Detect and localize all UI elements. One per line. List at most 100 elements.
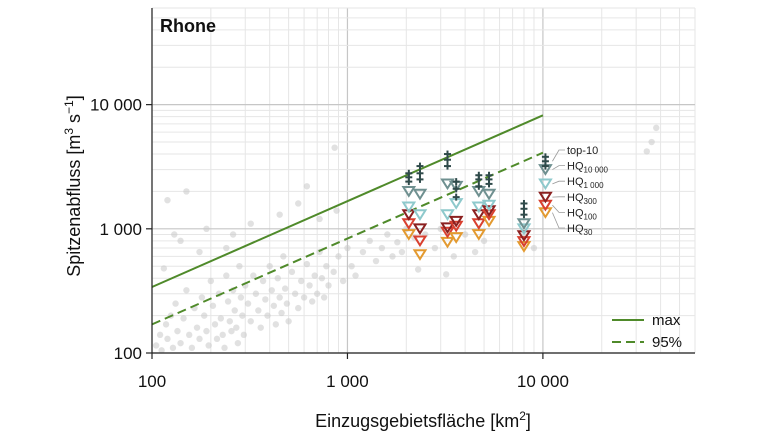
background-point <box>229 231 237 238</box>
annotation-leader <box>552 165 565 170</box>
background-point <box>233 324 240 331</box>
background-point <box>643 148 650 155</box>
background-point <box>255 307 262 314</box>
hq10000-marker <box>481 188 497 201</box>
background-point <box>480 237 488 245</box>
background-point <box>295 200 302 207</box>
top10-marker <box>520 199 528 207</box>
background-point <box>348 262 355 270</box>
background-point <box>231 307 238 314</box>
background-point <box>281 285 289 292</box>
background-point <box>207 277 215 285</box>
background-point <box>318 275 326 282</box>
top10-marker <box>485 171 493 179</box>
background-point <box>164 335 171 343</box>
hq10000-marker <box>516 218 532 230</box>
background-point <box>198 294 206 301</box>
background-point <box>283 300 291 307</box>
background-point <box>180 315 187 322</box>
line-max <box>151 114 544 288</box>
background-point <box>226 318 233 325</box>
top10-marker <box>452 185 460 193</box>
annotation-label: HQ30 <box>567 223 593 237</box>
hq100-marker <box>516 236 532 248</box>
background-point <box>285 318 292 325</box>
background-point <box>291 290 299 297</box>
background-point <box>205 342 212 349</box>
hq30-marker <box>516 241 532 253</box>
top10-marker <box>416 169 424 177</box>
background-point <box>174 327 181 335</box>
hq1000-marker <box>516 223 532 236</box>
background-point <box>236 262 243 270</box>
background-point <box>211 321 219 328</box>
background-point <box>303 183 311 190</box>
hq10000-marker <box>412 188 428 201</box>
legend-label-max: max <box>652 312 681 329</box>
hq1000-marker <box>471 201 487 214</box>
background-point <box>177 339 184 347</box>
background-point <box>193 324 201 331</box>
background-point <box>352 272 359 279</box>
hq30-marker <box>412 249 428 261</box>
background-point <box>648 138 655 146</box>
background-point <box>330 268 337 276</box>
background-point <box>203 327 210 335</box>
background-point <box>196 248 203 256</box>
top10-marker <box>416 162 424 170</box>
background-point <box>414 266 422 273</box>
reference-lines <box>151 114 544 326</box>
top10-marker <box>475 182 483 190</box>
hq1000-marker <box>412 209 428 221</box>
background-point <box>171 231 178 238</box>
background-point <box>378 244 386 252</box>
hq1000-marker <box>481 199 497 212</box>
gauge-markers <box>401 150 553 261</box>
y-tick-label: 10 000 <box>90 96 142 115</box>
background-point <box>303 260 311 268</box>
annotation-label: HQ1 000 <box>567 176 604 190</box>
background-point <box>325 282 332 289</box>
background-point <box>276 294 283 301</box>
background-point <box>389 253 396 260</box>
background-point <box>308 298 316 305</box>
top10-marker <box>444 150 452 158</box>
background-point <box>431 244 439 252</box>
background-point <box>156 331 164 339</box>
background-point <box>333 207 340 214</box>
background-point <box>252 290 260 297</box>
hq1000-marker <box>538 178 553 191</box>
background-point <box>162 321 170 328</box>
background-point <box>209 302 217 309</box>
background-point <box>183 188 190 195</box>
hq30-marker <box>401 229 417 241</box>
background-point <box>237 294 245 301</box>
top10-marker <box>405 169 413 177</box>
hq300-marker <box>516 230 532 242</box>
background-point <box>270 302 278 309</box>
background-point <box>177 237 184 245</box>
axes: 100 1 000 10 000 100 1 000 10 000 <box>90 8 695 391</box>
background-point <box>461 231 469 238</box>
background-point <box>228 327 235 335</box>
top10-marker <box>475 171 483 179</box>
background-point <box>262 296 269 303</box>
background-point <box>158 347 165 354</box>
background-point <box>188 344 196 352</box>
background-point <box>366 237 373 245</box>
background-point <box>331 144 338 151</box>
background-point <box>323 262 330 270</box>
background-point <box>223 272 230 279</box>
annotation-label: HQ100 <box>567 207 597 221</box>
background-point <box>394 239 401 246</box>
background-point <box>266 262 273 270</box>
annotation-label: top-10 <box>567 145 598 157</box>
background-point <box>530 244 538 252</box>
background-point <box>217 315 225 322</box>
annotation-leader <box>552 180 565 185</box>
background-point <box>276 211 283 218</box>
background-point <box>298 277 305 285</box>
top10-marker <box>520 211 528 219</box>
